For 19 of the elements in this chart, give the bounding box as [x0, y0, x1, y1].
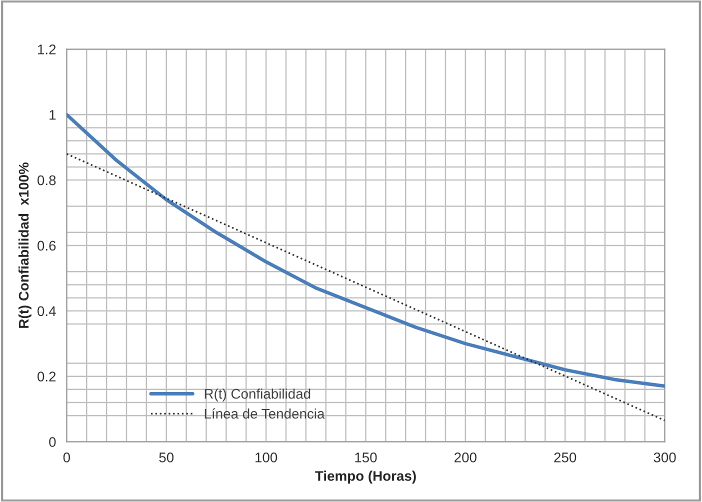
x-tick-label: 250 [554, 452, 576, 462]
x-tick-label: 0 [63, 452, 70, 462]
legend-label: R(t) Confiabilidad [204, 388, 310, 402]
legend-label: Línea de Tendencia [204, 408, 325, 419]
x-tick-label: 150 [355, 452, 377, 462]
y-tick-label: 0.4 [38, 306, 56, 316]
y-tick-label: 0.8 [38, 175, 56, 186]
y-tick-label: 0.2 [38, 372, 56, 382]
y-tick-label: 0 [49, 437, 56, 447]
x-tick-label: 50 [159, 452, 174, 462]
y-tick-label: 1.2 [38, 44, 56, 54]
x-tick-label: 300 [654, 452, 676, 462]
x-axis-title: Tiempo (Horas) [315, 470, 416, 484]
y-tick-label: 0.6 [38, 240, 56, 251]
x-tick-label: 100 [256, 452, 278, 462]
line-series [66, 112, 665, 388]
y-tick-label: 1 [50, 110, 56, 120]
y-axis-title: R(t) Confiabilidad x100% [18, 162, 32, 328]
x-tick-label: 200 [454, 452, 476, 462]
